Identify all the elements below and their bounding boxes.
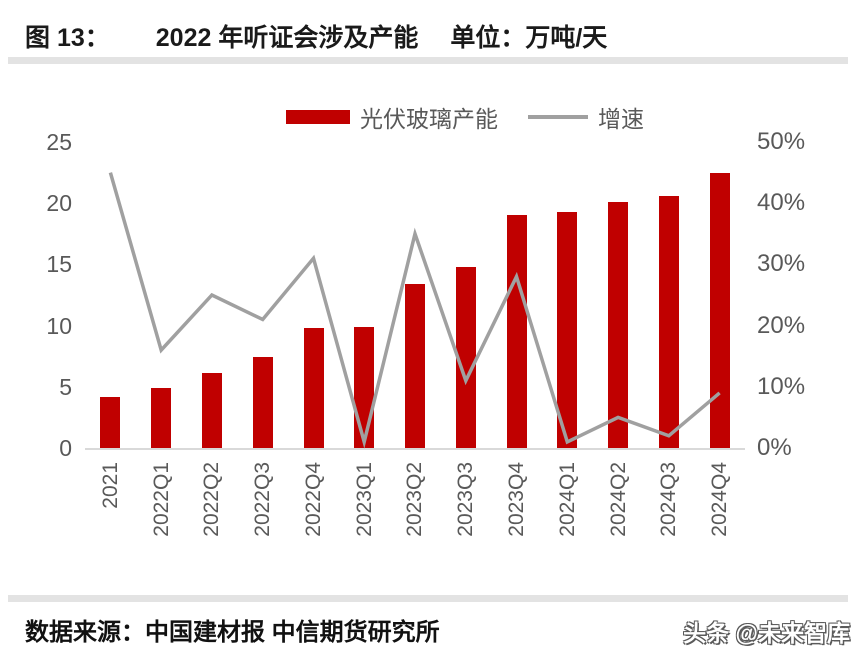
x-axis-label-text: 2022Q1 [149, 462, 173, 537]
footer-divider [8, 595, 848, 602]
x-axis-label-2022Q3: 2022Q3 [237, 462, 288, 602]
x-axis-label-2023Q2: 2023Q2 [390, 462, 441, 602]
bar-2021 [100, 396, 121, 448]
x-axis-label-text: 2023Q3 [454, 462, 478, 537]
figure-title: 2022 年听证会涉及产能 [155, 24, 419, 52]
y-axis-left: 0 5 10 15 20 25 [0, 129, 72, 461]
bar-2023Q4 [506, 215, 527, 448]
y-left-tick-5: 5 [59, 373, 72, 400]
x-axis-label-text: 2022Q2 [200, 462, 224, 537]
x-axis-label-text: 2023Q1 [352, 462, 376, 537]
x-axis-label-2021: 2021 [85, 462, 136, 602]
x-axis: 2021 2022Q1 2022Q2 2022Q3 2022Q4 2023Q1 2023Q2… [85, 462, 745, 602]
data-source: 数据来源：中国建材报 中信期货研究所 [25, 619, 440, 646]
x-axis-label-text: 2024Q2 [606, 462, 630, 537]
line-series-label: 增速 [598, 106, 644, 132]
x-axis-label-2023Q1: 2023Q1 [339, 462, 390, 602]
bar-2024Q2 [608, 202, 629, 448]
x-axis-label-text: 2021 [98, 462, 122, 509]
bar-2022Q2 [201, 373, 222, 448]
title-divider [8, 57, 848, 64]
figure-number: 图 13： [25, 24, 110, 52]
plot-area [85, 142, 745, 450]
x-axis-label-text: 2023Q2 [403, 462, 427, 537]
y-left-tick-0: 0 [59, 435, 72, 461]
y-left-tick-25: 25 [46, 129, 72, 155]
bar-2022Q4 [303, 328, 324, 448]
x-axis-label-2024Q2: 2024Q2 [593, 462, 644, 602]
x-axis-label-text: 2024Q1 [555, 462, 579, 537]
line-series-swatch [528, 115, 588, 119]
x-axis-label-2024Q1: 2024Q1 [542, 462, 593, 602]
legend-item-growth: 增速 [528, 100, 644, 134]
bar-series-label: 光伏玻璃产能 [360, 106, 498, 132]
chart-area: 0 5 10 15 20 25 0% 10% 20% 30% 40% 50% 2021 2022Q1 2… [0, 90, 858, 610]
x-axis-label-2022Q1: 2022Q1 [136, 462, 187, 602]
x-axis-label-text: 2022Q3 [251, 462, 275, 537]
y-right-tick-50%: 50% [757, 128, 806, 155]
y-left-tick-20: 20 [46, 190, 72, 217]
y-right-tick-40%: 40% [757, 189, 806, 217]
x-axis-label-2022Q4: 2022Q4 [288, 462, 339, 602]
x-axis-label-2024Q3: 2024Q3 [644, 462, 695, 602]
x-axis-label-text: 2022Q4 [301, 462, 325, 537]
growth-line [108, 172, 721, 449]
y-left-tick-10: 10 [46, 312, 72, 339]
y-right-tick-0%: 0% [757, 434, 792, 461]
x-axis-label-text: 2024Q4 [708, 462, 732, 537]
x-axis-label-2023Q3: 2023Q3 [440, 462, 491, 602]
x-axis-label-text: 2024Q3 [657, 462, 681, 537]
x-axis-label-text: 2023Q4 [505, 462, 529, 537]
y-right-tick-20%: 20% [757, 311, 806, 339]
bar-2024Q4 [709, 172, 730, 448]
x-axis-label-2024Q4: 2024Q4 [694, 462, 745, 602]
chart-legend: 光伏玻璃产能 增速 [100, 100, 830, 134]
growth-line-chart [108, 172, 721, 449]
y-right-tick-30%: 30% [757, 250, 806, 278]
page-title: 图 13： 2022 年听证会涉及产能 单位：万吨/天 [25, 18, 607, 54]
bar-2022Q3 [252, 357, 273, 448]
bar-2024Q1 [557, 211, 578, 448]
y-left-tick-15: 15 [46, 251, 72, 278]
figure-unit: 单位：万吨/天 [450, 24, 608, 52]
bar-2024Q3 [658, 195, 679, 448]
y-right-tick-10%: 10% [757, 372, 806, 400]
x-axis-label-2023Q4: 2023Q4 [491, 462, 542, 602]
watermark: 头条 @未来智库 [683, 620, 850, 646]
bar-series-swatch [286, 110, 350, 124]
legend-item-capacity: 光伏玻璃产能 [286, 100, 498, 134]
bar-2022Q1 [151, 388, 172, 448]
y-axis-right: 0% 10% 20% 30% 40% 50% [757, 128, 852, 461]
bar-2023Q3 [455, 266, 476, 448]
x-axis-label-2022Q2: 2022Q2 [187, 462, 238, 602]
bar-2023Q2 [405, 284, 425, 448]
